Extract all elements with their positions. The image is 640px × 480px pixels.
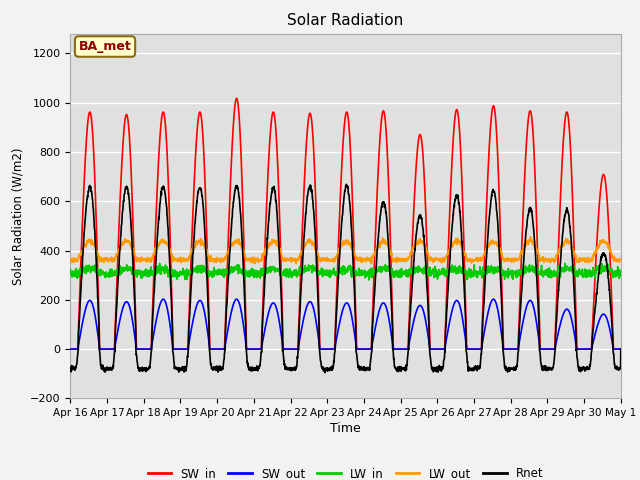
LW_in [365,277,372,283]
SW_out [506,346,513,352]
SW_in [617,346,625,352]
Rnet [617,347,625,352]
Rnet [362,367,370,373]
Rnet [321,370,329,376]
LW_in [506,271,513,277]
LW_in [220,275,228,280]
SW_out [220,346,228,352]
Line: LW_in: LW_in [70,264,621,280]
SW_out [568,320,576,326]
LW_in [561,261,569,266]
Rnet [584,366,592,372]
LW_out [374,243,381,249]
SW_in [506,346,513,352]
Y-axis label: Solar Radiation (W/m2): Solar Radiation (W/m2) [12,147,24,285]
LW_out [506,257,513,263]
LW_out [617,256,625,262]
LW_out [367,261,375,266]
Rnet [569,260,577,265]
LW_in [67,266,74,272]
Rnet [374,240,381,245]
LW_in [617,273,625,278]
Rnet [342,181,350,187]
LW_in [374,267,381,273]
SW_out [374,314,381,320]
SW_in [374,180,381,186]
SW_out [67,346,74,352]
Line: Rnet: Rnet [70,184,621,373]
LW_in [584,270,592,276]
SW_in [584,346,591,352]
LW_out [220,257,228,263]
Line: SW_out: SW_out [70,299,621,349]
Legend: SW_in, SW_out, LW_in, LW_out, Rnet: SW_in, SW_out, LW_in, LW_out, Rnet [143,463,548,480]
SW_out [584,346,591,352]
SW_in [67,346,74,352]
LW_out [362,258,369,264]
Text: BA_met: BA_met [79,40,131,53]
Title: Solar Radiation: Solar Radiation [287,13,404,28]
LW_out [584,257,592,263]
Line: LW_out: LW_out [70,237,621,264]
LW_out [527,234,534,240]
LW_out [67,256,74,262]
SW_in [233,96,241,101]
LW_in [362,274,369,279]
SW_in [362,346,369,352]
LW_out [569,248,577,254]
Rnet [67,366,74,372]
SW_in [568,191,576,196]
SW_out [159,296,167,302]
LW_in [569,264,577,270]
Rnet [220,357,228,363]
SW_out [362,346,369,352]
SW_in [220,346,228,352]
SW_out [617,346,625,352]
X-axis label: Time: Time [330,422,361,435]
Rnet [506,366,514,372]
Line: SW_in: SW_in [70,98,621,349]
